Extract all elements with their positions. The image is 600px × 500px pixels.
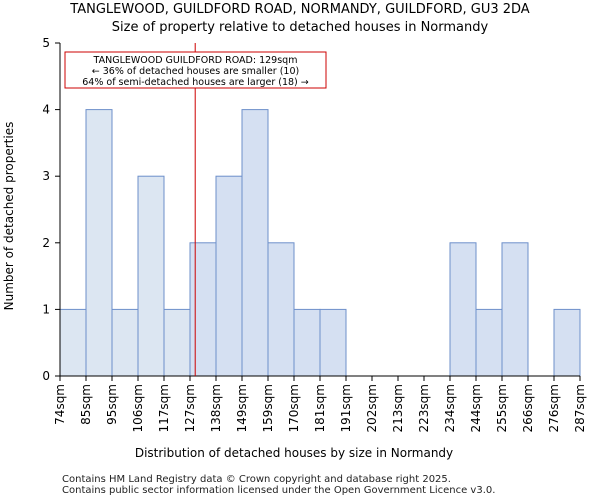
x-tick-label: 74sqm	[53, 384, 67, 425]
bar-85sqm	[86, 110, 112, 376]
footer-copyright: Contains HM Land Registry data © Crown c…	[62, 474, 451, 485]
x-tick-label: 138sqm	[209, 384, 223, 432]
x-tick-label: 149sqm	[235, 384, 249, 432]
y-tick-label: 2	[42, 236, 50, 250]
x-tick-label: 170sqm	[287, 384, 301, 432]
x-tick-label: 106sqm	[131, 384, 145, 432]
y-tick-label: 3	[42, 169, 50, 183]
x-tick-label: 159sqm	[261, 384, 275, 432]
annotation-line-2: ← 36% of detached houses are smaller (10…	[92, 66, 299, 77]
bar-149sqm	[242, 110, 268, 376]
bar-244sqm	[476, 309, 502, 376]
bar-181sqm	[320, 309, 346, 376]
annotation-line-3: 64% of semi-detached houses are larger (…	[82, 77, 309, 88]
bar-138sqm	[216, 176, 242, 376]
bar-276sqm	[554, 309, 580, 376]
x-tick-label: 191sqm	[339, 384, 353, 432]
chart-plot: 0 1 2 3 4 5 74sqm 85sqm 95sqm 106sqm 117sqm 127sqm 1…	[0, 0, 600, 500]
x-tick-label: 255sqm	[495, 384, 509, 432]
bar-74sqm	[60, 309, 86, 376]
x-axis-label: Distribution of detached houses by size …	[135, 446, 453, 460]
footer-licence: Contains public sector information licen…	[62, 485, 495, 496]
x-tick-label: 202sqm	[365, 384, 379, 432]
x-tick-label: 181sqm	[313, 384, 327, 432]
bar-255sqm	[502, 243, 528, 376]
y-tick-label: 0	[42, 369, 50, 383]
bar-170sqm	[294, 309, 320, 376]
bar-117sqm	[164, 309, 190, 376]
x-tick-label: 223sqm	[417, 384, 431, 432]
y-tick-label: 5	[42, 36, 50, 50]
chart-container: TANGLEWOOD, GUILDFORD ROAD, NORMANDY, GU…	[0, 0, 600, 500]
bar-95sqm	[112, 309, 138, 376]
x-tick-label: 127sqm	[183, 384, 197, 432]
x-tick-label: 244sqm	[469, 384, 483, 432]
bars-layer	[60, 110, 580, 376]
x-tick-label: 213sqm	[391, 384, 405, 432]
x-tick-label: 287sqm	[573, 384, 587, 432]
y-axis-label: Number of detached properties	[2, 122, 16, 311]
x-tick-label: 266sqm	[521, 384, 535, 432]
x-tick-label: 85sqm	[79, 384, 93, 425]
bar-106sqm	[138, 176, 164, 376]
x-tick-label: 276sqm	[547, 384, 561, 432]
bar-234sqm	[450, 243, 476, 376]
annotation-line-1: TANGLEWOOD GUILDFORD ROAD: 129sqm	[93, 55, 298, 66]
y-tick-label: 4	[42, 103, 50, 117]
x-tick-label: 95sqm	[105, 384, 119, 425]
y-tick-label: 1	[42, 302, 50, 316]
bar-159sqm	[268, 243, 294, 376]
x-tick-label: 117sqm	[157, 384, 171, 432]
bar-127sqm	[190, 243, 216, 376]
x-tick-label: 234sqm	[443, 384, 457, 432]
